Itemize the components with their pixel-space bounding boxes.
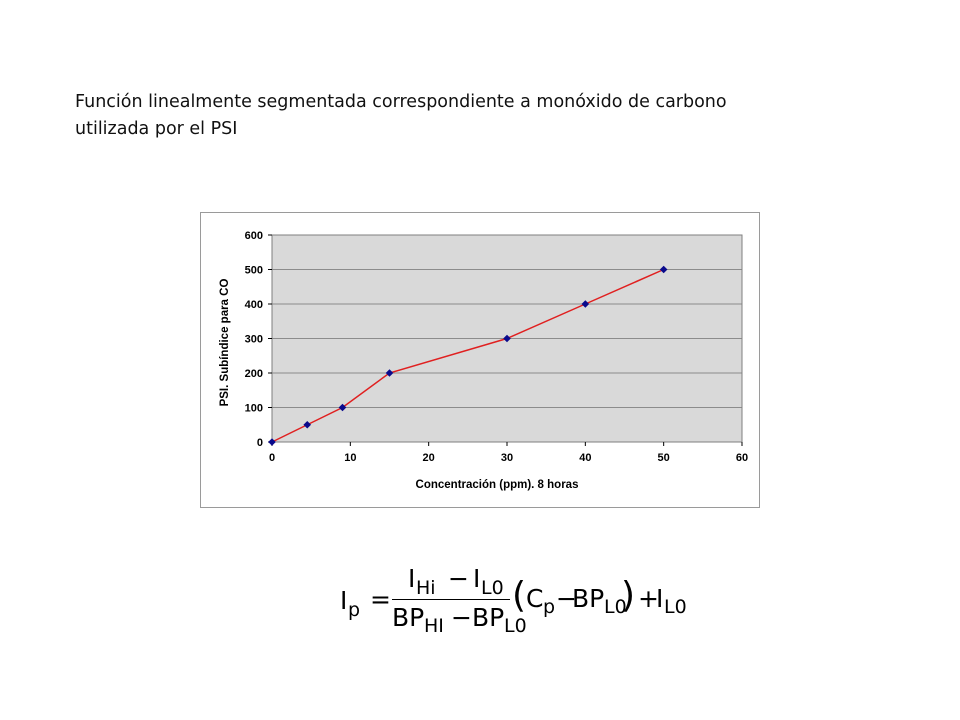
x-axis-title: Concentración (ppm). 8 horas <box>416 479 579 491</box>
formula-denominator-a-sub: HI <box>424 615 444 637</box>
formula-paren-close: ) <box>621 575 636 616</box>
formula-plus: + <box>638 584 659 613</box>
formula-numerator-b-sub: L0 <box>481 577 504 599</box>
formula-lhs-sub: p <box>348 599 361 621</box>
formula-numerator-minus: − <box>448 564 469 593</box>
y-tick-label: 600 <box>245 230 263 242</box>
y-tick-label: 0 <box>257 437 263 449</box>
x-tick-label: 50 <box>658 452 670 464</box>
psi-formula: I p = I Hi − I L0 BP HI − BP L0 ( C p − … <box>330 562 730 642</box>
formula-numerator-b: I <box>473 564 481 593</box>
formula-c: C <box>526 584 544 613</box>
x-tick-label: 60 <box>736 452 748 464</box>
psi-co-chart: 0 100 200 300 400 500 600 0 10 20 30 40 50 60 Concentr… <box>219 230 748 491</box>
y-tick-label: 500 <box>245 265 263 277</box>
x-tick-label: 10 <box>344 452 356 464</box>
y-tick-label: 100 <box>245 403 263 415</box>
formula-denominator-b-sub: L0 <box>504 615 527 637</box>
formula-numerator-a: I <box>408 564 416 593</box>
formula-paren-open: ( <box>512 575 527 616</box>
formula-lhs: I <box>340 586 348 615</box>
slide-title-line-2: utilizada por el PSI <box>75 119 238 139</box>
formula-paren-minus: − <box>556 584 577 613</box>
formula-denominator-a: BP <box>392 603 425 632</box>
slide-title: Función linealmente segmentada correspon… <box>75 89 875 143</box>
y-tick-label: 400 <box>245 299 263 311</box>
formula-tail-sub: L0 <box>664 596 687 618</box>
data-point <box>385 369 394 377</box>
formula-bp-sub: L0 <box>604 596 627 618</box>
data-point <box>503 334 511 343</box>
formula-fraction-bar <box>392 599 510 600</box>
data-point <box>581 300 590 308</box>
formula-tail: I <box>656 584 664 613</box>
y-tick-label: 200 <box>245 368 263 380</box>
y-axis-title: PSI. Subíndice para CO <box>219 279 231 407</box>
x-tick-label: 40 <box>579 452 591 464</box>
y-tick-label: 300 <box>245 334 263 346</box>
x-tick-label: 0 <box>269 452 275 464</box>
formula-c-sub: p <box>543 596 556 618</box>
data-point <box>268 438 276 446</box>
formula-bp: BP <box>572 584 605 613</box>
formula-equals: = <box>370 585 391 614</box>
formula-denominator-minus: − <box>451 603 472 632</box>
data-point <box>659 265 668 274</box>
data-point <box>303 420 312 429</box>
x-tick-label: 20 <box>423 452 435 464</box>
chart-frame: 0 100 200 300 400 500 600 0 10 20 30 40 50 60 Concentr… <box>200 212 760 508</box>
data-point <box>338 403 347 412</box>
x-tick-label: 30 <box>501 452 513 464</box>
slide-title-line-1: Función linealmente segmentada correspon… <box>75 92 727 112</box>
formula-denominator-b: BP <box>472 603 505 632</box>
formula-numerator-a-sub: Hi <box>416 577 436 599</box>
